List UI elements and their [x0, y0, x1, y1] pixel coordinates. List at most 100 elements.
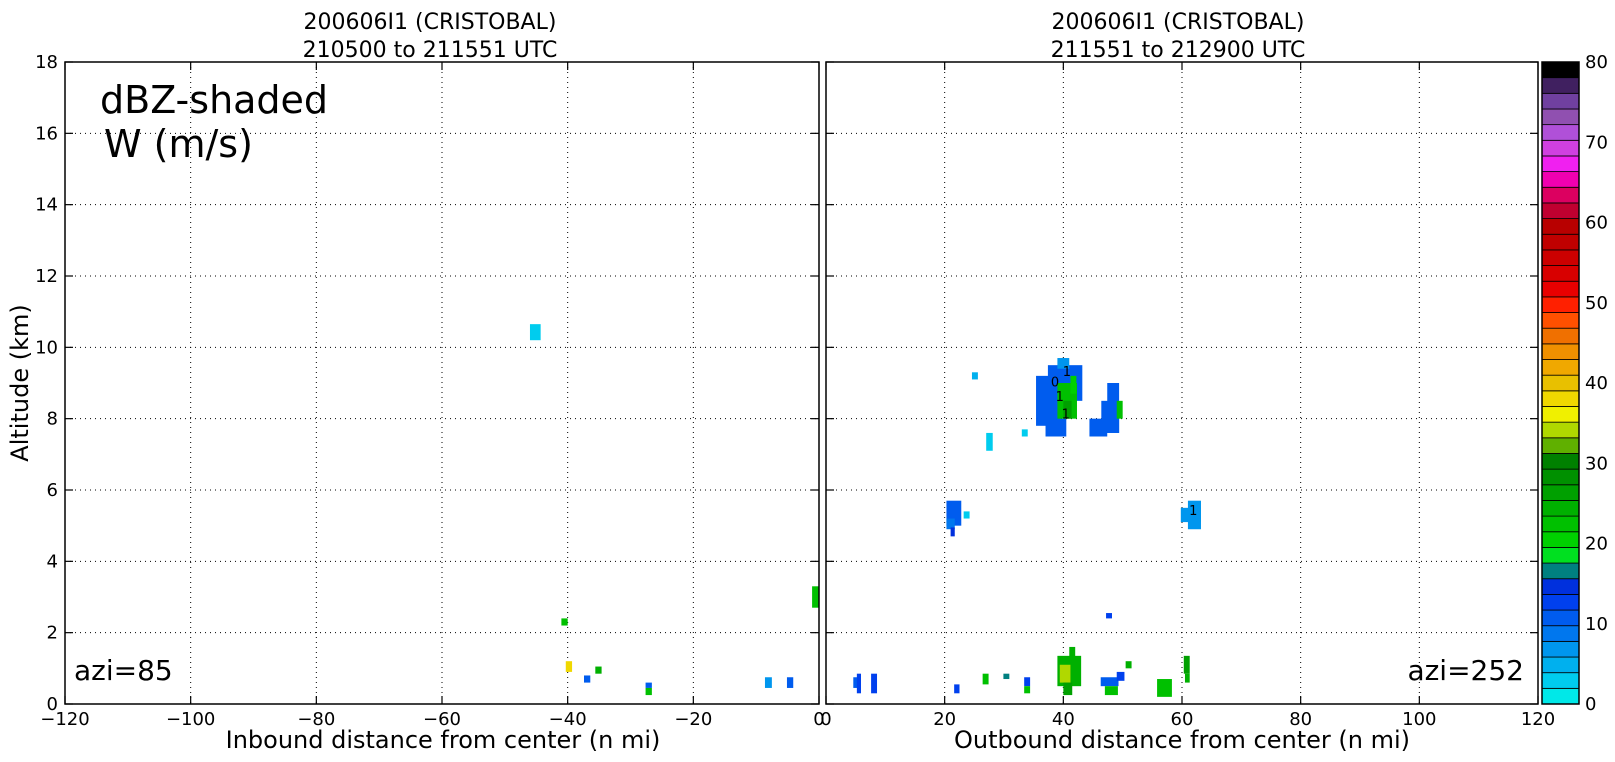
- left-title-line2: 210500 to 211551 UTC: [303, 38, 558, 63]
- left-panel: 200606I1 (CRISTOBAL) 210500 to 211551 UT…: [6, 10, 825, 754]
- contour-label: 1: [1062, 408, 1070, 423]
- contour-label: 1: [1189, 504, 1197, 519]
- colorbar-swatch: [1541, 280, 1580, 298]
- colorbar-swatch: [1541, 171, 1580, 188]
- right-grid: [826, 62, 1538, 704]
- colorbar-swatch: [1541, 656, 1580, 674]
- colorbar-swatch: [1541, 437, 1580, 454]
- reflectivity-cell: [595, 666, 602, 674]
- reflectivity-cell: [1106, 613, 1112, 619]
- reflectivity-cell: [1100, 677, 1119, 687]
- contour-label: 0: [1051, 376, 1059, 391]
- reflectivity-cell: [954, 684, 960, 694]
- y-tick-label: 16: [35, 123, 58, 144]
- colorbar-swatch: [1541, 265, 1580, 282]
- colorbar-swatch: [1541, 453, 1580, 470]
- left-annotation-line2: W (m/s): [104, 122, 253, 166]
- y-tick-label: 10: [35, 337, 58, 358]
- colorbar-tick-label: 60: [1585, 213, 1608, 234]
- colorbar-ticks: 0 10 20 30 40 50 60 70 80: [1585, 52, 1608, 715]
- colorbar-tick-label: 70: [1585, 132, 1608, 153]
- colorbar-swatch: [1541, 359, 1580, 376]
- reflectivity-cell: [1104, 686, 1118, 696]
- reflectivity-cell: [1125, 661, 1132, 669]
- colorbar-swatch: [1541, 421, 1580, 439]
- reflectivity-cell: [1045, 418, 1067, 437]
- colorbar-swatch: [1541, 77, 1580, 94]
- reflectivity-cell: [1063, 682, 1073, 696]
- contour-label: 1: [1056, 390, 1064, 405]
- reflectivity-cell: [1003, 673, 1010, 680]
- x-tick-label: 120: [1521, 709, 1555, 730]
- reflectivity-cell: [1089, 418, 1108, 437]
- colorbar-swatch: [1541, 484, 1580, 501]
- right-data-cells: [853, 358, 1201, 697]
- reflectivity-cell: [764, 677, 772, 688]
- reflectivity-cell: [1059, 664, 1071, 683]
- reflectivity-cell: [1070, 375, 1077, 394]
- colorbar-swatch: [1541, 124, 1580, 141]
- reflectivity-cell: [871, 673, 878, 694]
- reflectivity-cell: [856, 673, 862, 694]
- colorbar-swatch: [1541, 609, 1580, 627]
- y-tick-label: 18: [35, 52, 58, 73]
- right-panel: 200606I1 (CRISTOBAL) 211551 to 212900 UT…: [820, 10, 1555, 754]
- colorbar-swatch: [1541, 515, 1580, 533]
- colorbar-swatch: [1541, 312, 1580, 329]
- colorbar-tick-label: 10: [1585, 614, 1608, 635]
- y-tick-label: 8: [47, 409, 58, 430]
- colorbar-swatch: [1541, 202, 1580, 219]
- x-tick-label: 20: [933, 709, 956, 730]
- x-tick-label: 60: [1171, 709, 1194, 730]
- x-tick-label: 100: [1402, 709, 1436, 730]
- reflectivity-cell: [982, 673, 989, 685]
- colorbar-swatch: [1541, 327, 1580, 345]
- left-annotation-line1: dBZ-shaded: [100, 78, 328, 122]
- colorbar-swatch: [1541, 562, 1580, 580]
- colorbar-swatch: [1541, 155, 1580, 173]
- reflectivity-cell: [971, 372, 978, 380]
- x-tick-label: −100: [166, 709, 215, 730]
- colorbar-swatch: [1541, 233, 1580, 251]
- colorbar-swatch: [1541, 406, 1580, 423]
- colorbar-swatch: [1541, 61, 1580, 79]
- y-axis-label: Altitude (km): [6, 304, 34, 461]
- colorbar-swatch: [1541, 108, 1580, 126]
- colorbar-swatch: [1541, 687, 1580, 705]
- right-azimuth-label: azi=252: [1407, 654, 1524, 687]
- colorbar-tick-label: 50: [1585, 293, 1608, 314]
- reflectivity-cell: [1063, 400, 1072, 419]
- right-x-axis-label: Outbound distance from center (n mi): [954, 726, 1410, 754]
- y-tick-label: 14: [35, 195, 58, 216]
- colorbar-swatches: [1541, 61, 1580, 705]
- reflectivity-cell: [1024, 686, 1031, 694]
- left-ticks: −120 −100 −80 −60 −40 −20 0 0 2 4 6 8 10 12 14 16 18: [35, 52, 825, 730]
- colorbar-frame: [1541, 61, 1580, 705]
- reflectivity-cell: [561, 618, 568, 626]
- y-tick-label: 4: [47, 551, 58, 572]
- x-tick-label: −60: [423, 709, 461, 730]
- left-x-axis-label: Inbound distance from center (n mi): [226, 726, 661, 754]
- colorbar-swatch: [1541, 672, 1580, 689]
- x-tick-label: 80: [1289, 709, 1312, 730]
- colorbar-swatch: [1541, 578, 1580, 595]
- reflectivity-cell: [645, 682, 652, 688]
- reflectivity-cell: [565, 661, 573, 672]
- colorbar-swatch: [1541, 640, 1580, 658]
- colorbar-swatch: [1541, 531, 1580, 548]
- reflectivity-cell: [1116, 400, 1123, 419]
- y-tick-label: 0: [47, 694, 58, 715]
- reflectivity-cell: [946, 518, 955, 530]
- colorbar-swatch: [1541, 390, 1580, 407]
- reflectivity-cell: [1036, 375, 1061, 426]
- right-title-line2: 211551 to 212900 UTC: [1051, 38, 1306, 63]
- colorbar-swatch: [1541, 296, 1580, 313]
- colorbar-swatch: [1541, 92, 1580, 110]
- colorbar-swatch: [1541, 468, 1580, 486]
- colorbar-swatch: [1541, 343, 1580, 360]
- reflectivity-cell: [1024, 677, 1031, 687]
- colorbar-tick-label: 0: [1585, 694, 1596, 715]
- right-title-line1: 200606I1 (CRISTOBAL): [1052, 10, 1305, 35]
- x-tick-label: −120: [40, 709, 89, 730]
